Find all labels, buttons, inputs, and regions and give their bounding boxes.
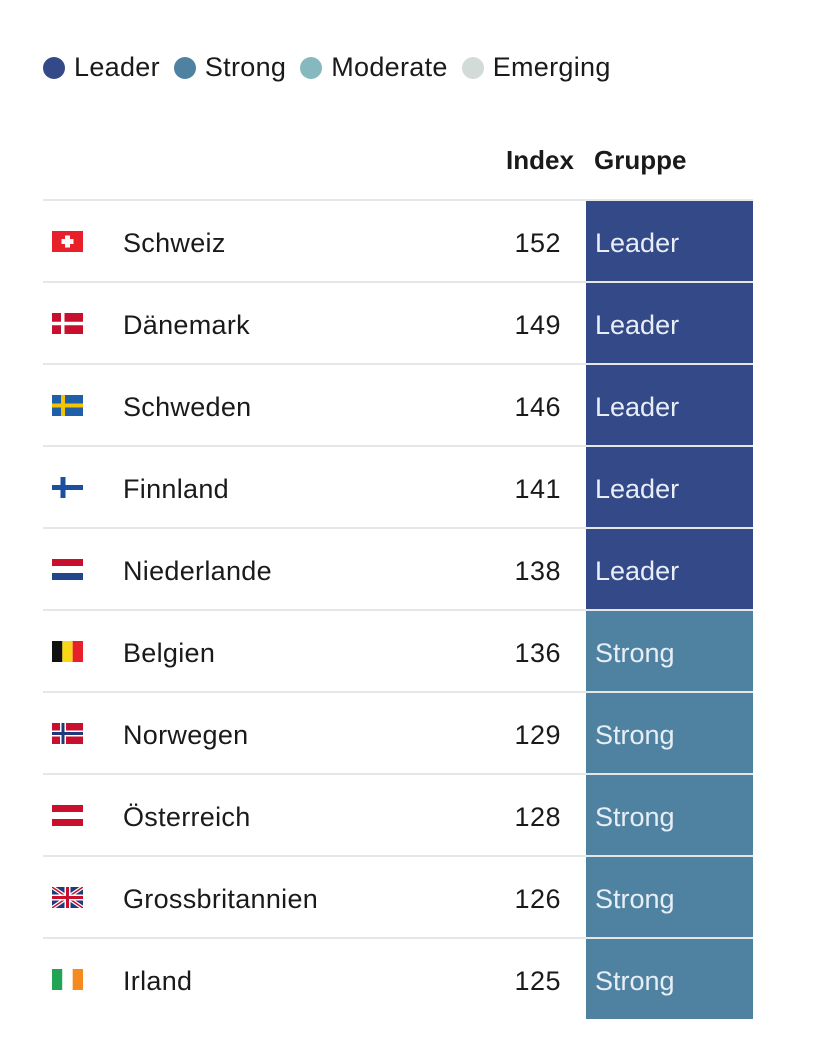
table-row: Dänemark 149 Leader — [43, 281, 753, 363]
flag-uk-icon — [50, 885, 85, 910]
legend-label: Emerging — [492, 52, 611, 82]
country-name: Schweden — [123, 392, 252, 422]
table-row: Finnland 141 Leader — [43, 445, 753, 527]
flag-belgium-icon — [52, 641, 83, 662]
group-badge: Leader — [586, 201, 753, 281]
index-value: 141 — [514, 474, 561, 504]
table-row: Niederlande 138 Leader — [43, 527, 753, 609]
flag-sweden-icon — [52, 395, 83, 416]
legend-dot-icon — [173, 56, 196, 79]
flag-ireland-icon — [52, 969, 83, 990]
index-value: 129 — [514, 720, 561, 750]
ranking-table: Schweiz 152 Leader Dänemark 149 Leader Schwede… — [43, 199, 753, 1019]
flag-norway-icon — [52, 723, 83, 744]
index-value: 138 — [514, 556, 561, 586]
country-name: Norwegen — [123, 720, 249, 750]
index-value: 152 — [514, 228, 561, 258]
table-row: Belgien 136 Strong — [43, 609, 753, 691]
group-badge: Strong — [586, 775, 753, 855]
legend-label: Strong — [204, 52, 287, 82]
index-value: 128 — [514, 802, 561, 832]
legend-dot-icon — [43, 56, 65, 79]
legend-dot-icon — [461, 56, 484, 79]
table-row: Schweden 146 Leader — [43, 363, 753, 445]
legend-item-emerging: Emerging — [461, 52, 611, 83]
country-name: Dänemark — [123, 310, 250, 340]
table-row: Norwegen 129 Strong — [43, 691, 753, 773]
group-badge: Leader — [586, 365, 753, 445]
legend: Leader Strong Moderate Emerging — [43, 52, 625, 83]
index-value: 125 — [514, 966, 561, 996]
table-row: Irland 125 Strong — [43, 937, 753, 1019]
legend-item-strong: Strong — [173, 52, 287, 83]
legend-item-leader: Leader — [43, 52, 160, 83]
country-name: Finnland — [123, 474, 229, 504]
group-badge: Leader — [586, 283, 753, 363]
flag-austria-icon — [52, 805, 83, 826]
country-name: Grossbritannien — [123, 884, 319, 914]
group-badge: Strong — [586, 857, 753, 937]
index-value: 136 — [514, 638, 561, 668]
country-name: Schweiz — [123, 228, 226, 258]
group-badge: Strong — [586, 611, 753, 691]
flag-switzerland-icon — [52, 231, 83, 252]
legend-label: Leader — [74, 52, 160, 82]
legend-label: Moderate — [331, 52, 448, 82]
table-row: Grossbritannien 126 Strong — [43, 855, 753, 937]
flag-denmark-icon — [52, 313, 83, 334]
group-badge: Leader — [586, 529, 753, 609]
country-name: Österreich — [123, 802, 251, 832]
index-value: 146 — [514, 392, 561, 422]
table-row: Österreich 128 Strong — [43, 773, 753, 855]
index-value: 126 — [514, 884, 561, 914]
index-column-header: Index — [506, 145, 574, 175]
group-badge: Strong — [586, 939, 753, 1019]
flag-netherlands-icon — [52, 559, 83, 580]
legend-item-moderate: Moderate — [300, 52, 447, 83]
table-row: Schweiz 152 Leader — [43, 199, 753, 281]
country-name: Belgien — [123, 638, 216, 668]
country-name: Niederlande — [123, 556, 272, 586]
legend-dot-icon — [300, 56, 323, 79]
group-badge: Strong — [586, 693, 753, 773]
index-value: 149 — [514, 310, 561, 340]
country-name: Irland — [123, 966, 193, 996]
group-column-header: Gruppe — [594, 145, 687, 175]
flag-finland-icon — [52, 477, 83, 498]
group-badge: Leader — [586, 447, 753, 527]
